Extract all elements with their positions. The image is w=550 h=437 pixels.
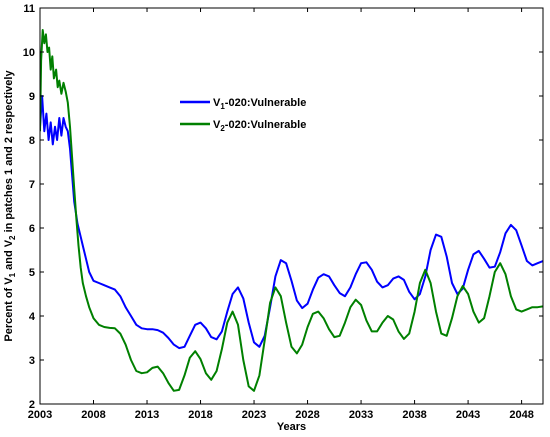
x-tick-label: 2043 <box>456 409 480 421</box>
y-axis-title-part-c: in patches 1 and 2 respectively <box>3 70 15 236</box>
x-axis-title: Years <box>277 421 306 433</box>
y-tick-label: 3 <box>29 355 35 367</box>
y-tick-label: 5 <box>29 267 35 279</box>
y-tick-label: 8 <box>29 135 35 147</box>
y-tick-label: 10 <box>23 47 35 59</box>
y-axis-title-sub-1: 1 <box>8 272 17 277</box>
legend-label-v2-sub: 2 <box>220 124 225 133</box>
y-tick-label: 11 <box>23 3 35 15</box>
series-layer <box>40 29 543 392</box>
y-axis-title-part-a: Percent of V <box>3 277 15 342</box>
plot-frame <box>39 7 544 405</box>
x-tick-label: 2018 <box>188 409 212 421</box>
x-tick-label: 2048 <box>509 409 533 421</box>
series-line-v1 <box>40 95 543 350</box>
x-tick-label: 2008 <box>81 409 105 421</box>
y-axis-title-sub-2: 2 <box>8 235 17 240</box>
legend-label-v2-main: V <box>213 119 221 131</box>
legend-label-v1-main: V <box>213 97 221 109</box>
x-tick-label: 2038 <box>402 409 426 421</box>
x-tick-label: 2003 <box>28 409 52 421</box>
y-axis: 2 3 4 5 6 7 8 9 10 11 <box>23 3 543 411</box>
y-tick-label: 2 <box>29 399 35 411</box>
legend-label-v2: V2-020:Vulnerable <box>213 119 306 133</box>
x-tick-label: 2013 <box>135 409 159 421</box>
legend: V1-020:Vulnerable V2-020:Vulnerable <box>180 97 306 133</box>
y-axis-title: Percent of V1 and V2 in patches 1 and 2 … <box>3 70 17 342</box>
x-tick-label: 2033 <box>349 409 373 421</box>
legend-label-v1-rest: -020:Vulnerable <box>225 97 307 109</box>
y-axis-title-part-b: and V <box>3 239 15 273</box>
x-axis: 2003 2008 2013 2018 2023 2028 2033 2038 2043 2048 <box>28 8 534 421</box>
y-tick-label: 7 <box>29 179 35 191</box>
y-tick-label: 9 <box>29 91 35 103</box>
plot-area <box>40 29 543 392</box>
legend-label-v1: V1-020:Vulnerable <box>213 97 306 111</box>
legend-label-v1-sub: 1 <box>220 102 225 111</box>
y-tick-label: 4 <box>29 311 36 323</box>
legend-label-v2-rest: -020:Vulnerable <box>225 119 307 131</box>
series-line-v2 <box>40 29 543 392</box>
x-tick-label: 2023 <box>242 409 266 421</box>
y-tick-label: 6 <box>29 223 35 235</box>
x-tick-label: 2028 <box>295 409 319 421</box>
